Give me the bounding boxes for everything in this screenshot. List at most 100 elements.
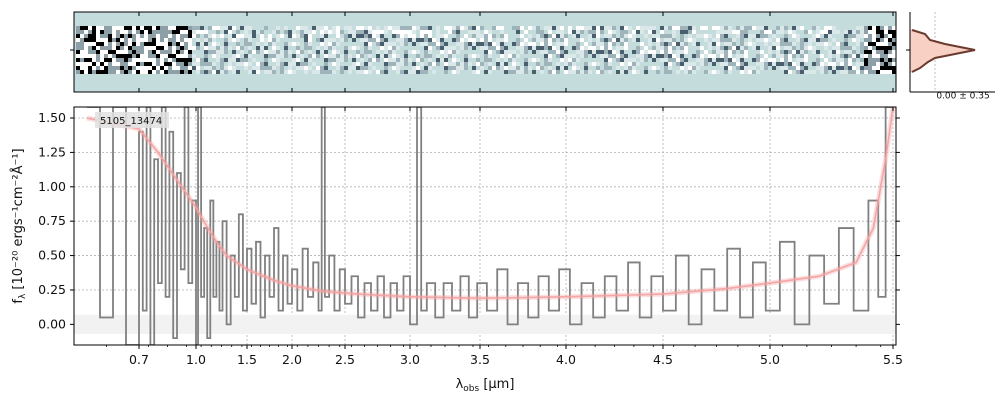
spectrum-2d-pixel — [712, 42, 716, 46]
spectrum-2d-pixel — [412, 42, 416, 46]
spectrum-2d-pixel — [108, 62, 112, 66]
spectrum-2d-pixel — [484, 50, 488, 54]
spectrum-2d-pixel — [860, 46, 864, 50]
spectrum-2d-pixel — [712, 50, 716, 54]
spectrum-2d-pixel — [676, 42, 680, 46]
spectrum-2d-pixel — [476, 62, 480, 66]
spectrum-2d-pixel — [636, 26, 640, 30]
spectrum-2d-pixel — [320, 34, 324, 38]
spectrum-2d-pixel — [336, 26, 340, 30]
spectrum-2d-pixel — [836, 50, 840, 54]
spectrum-2d-pixel — [852, 70, 856, 74]
spectrum-2d-pixel — [164, 38, 168, 42]
plot-frame — [73, 106, 897, 346]
spectrum-2d-pixel — [764, 54, 768, 58]
spectrum-2d-pixel — [532, 42, 536, 46]
spectrum-2d-pixel — [328, 46, 332, 50]
spectrum-2d-pixel — [668, 70, 672, 74]
spectrum-2d-pixel — [544, 46, 548, 50]
spectrum-2d-pixel — [764, 42, 768, 46]
spectrum-2d-pixel — [388, 26, 392, 30]
spectrum-2d-pixel — [288, 70, 292, 74]
spectrum-2d-pixel — [420, 38, 424, 42]
spectrum-2d-pixel — [784, 54, 788, 58]
spectrum-2d-pixel — [832, 50, 836, 54]
spectrum-2d-pixel — [96, 50, 100, 54]
spectrum-2d-pixel — [596, 66, 600, 70]
spectrum-2d-pixel — [252, 66, 256, 70]
spectrum-2d-pixel — [468, 42, 472, 46]
spectrum-2d-pixel — [680, 62, 684, 66]
spectrum-2d-pixel — [452, 54, 456, 58]
spectrum-2d-pixel — [320, 38, 324, 42]
spectrum-2d-pixel — [92, 66, 96, 70]
spectrum-2d-pixel — [804, 54, 808, 58]
spectrum-2d-pixel — [456, 38, 460, 42]
spectrum-2d-pixel — [668, 26, 672, 30]
spectrum-2d-pixel — [336, 54, 340, 58]
spectrum-2d-pixel — [588, 26, 592, 30]
spectrum-2d-pixel — [724, 58, 728, 62]
spectrum-2d-pixel — [316, 66, 320, 70]
spectrum-2d-pixel — [128, 54, 132, 58]
spectrum-2d-pixel — [744, 34, 748, 38]
spectrum-2d-pixel — [440, 38, 444, 42]
spectrum-2d-pixel — [856, 62, 860, 66]
spectrum-2d-pixel — [800, 58, 804, 62]
spectrum-2d-pixel — [884, 42, 888, 46]
spectrum-2d-pixel — [332, 42, 336, 46]
spectrum-2d-pixel — [228, 58, 232, 62]
spectrum-2d-pixel — [408, 38, 412, 42]
spectrum-2d-pixel — [336, 58, 340, 62]
spectrum-2d-pixel — [572, 46, 576, 50]
spectrum-2d-pixel — [608, 46, 612, 50]
spectrum-2d-pixel — [268, 42, 272, 46]
spectrum-2d-pixel — [164, 42, 168, 46]
x-axis-label-main: λ — [456, 377, 464, 392]
spectrum-2d-pixel — [144, 58, 148, 62]
spectrum-2d-pixel — [880, 46, 884, 50]
spectrum-2d-pixel — [560, 42, 564, 46]
spectrum-2d-pixel — [604, 58, 608, 62]
spectrum-2d-pixel — [788, 46, 792, 50]
spectrum-2d-pixel — [876, 54, 880, 58]
spectrum-2d-pixel — [292, 62, 296, 66]
spectrum-2d-pixel — [560, 50, 564, 54]
spectrum-2d-pixel — [468, 38, 472, 42]
spectrum-2d-pixel — [792, 46, 796, 50]
spectrum-2d-pixel — [168, 26, 172, 30]
spectrum-2d-pixel — [420, 70, 424, 74]
spectrum-2d-pixel — [740, 54, 744, 58]
spectrum-2d-pixel — [476, 42, 480, 46]
spectrum-2d-pixel — [472, 54, 476, 58]
spectrum-2d-pixel — [496, 42, 500, 46]
spectrum-2d-pixel — [332, 62, 336, 66]
spectrum-2d-pixel — [556, 30, 560, 34]
x-tick-label: 4.5 — [653, 352, 673, 367]
spectrum-2d-pixel — [876, 38, 880, 42]
spectrum-2d-pixel — [216, 54, 220, 58]
spectrum-2d-pixel — [112, 70, 116, 74]
spectrum-2d-pixel — [444, 58, 448, 62]
spectrum-2d-pixel — [780, 38, 784, 42]
spectrum-2d-pixel — [240, 26, 244, 30]
spectrum-2d-pixel — [460, 46, 464, 50]
spectrum-2d-pixel — [764, 30, 768, 34]
spectrum-2d-pixel — [260, 66, 264, 70]
spectrum-2d-pixel — [508, 50, 512, 54]
spectrum-2d-pixel — [332, 26, 336, 30]
spectrum-2d-pixel — [324, 62, 328, 66]
spectrum-2d-pixel — [296, 62, 300, 66]
spectrum-2d-pixel — [852, 54, 856, 58]
spectrum-2d-pixel — [260, 38, 264, 42]
spectrum-2d-pixel — [516, 30, 520, 34]
spectrum-2d-pixel — [168, 54, 172, 58]
spectrum-2d-pixel — [632, 66, 636, 70]
spectrum-2d-pixel — [716, 34, 720, 38]
spectrum-2d-pixel — [736, 62, 740, 66]
spectrum-2d-pixel — [504, 50, 508, 54]
x-axis-label-unit: [μm] — [483, 377, 514, 392]
spectrum-2d-pixel — [328, 30, 332, 34]
spectrum-2d-pixel — [304, 34, 308, 38]
spectrum-2d-pixel — [224, 26, 228, 30]
